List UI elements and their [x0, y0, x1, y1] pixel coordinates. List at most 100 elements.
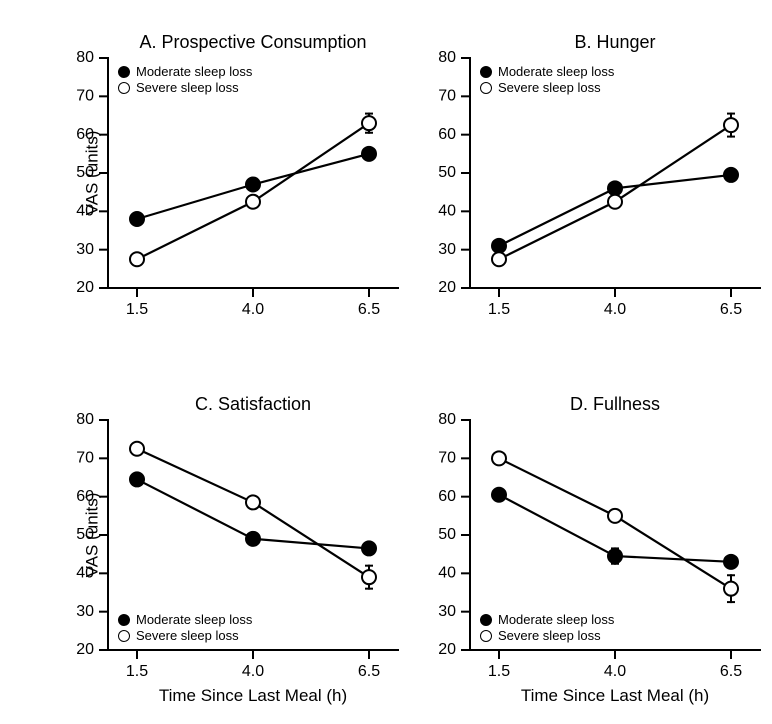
svg-text:80: 80	[438, 411, 456, 428]
svg-text:6.5: 6.5	[358, 301, 380, 318]
svg-text:6.5: 6.5	[720, 663, 742, 680]
legend-marker-icon	[118, 630, 130, 642]
svg-text:60: 60	[438, 126, 456, 143]
legend-marker-icon	[480, 614, 492, 626]
series-marker-severe	[724, 582, 738, 596]
svg-text:20: 20	[438, 641, 456, 658]
svg-text:6.5: 6.5	[358, 663, 380, 680]
svg-text:4.0: 4.0	[604, 301, 626, 318]
legend-item: Moderate sleep loss	[480, 612, 614, 628]
legend-item: Moderate sleep loss	[118, 64, 252, 80]
legend-label: Severe sleep loss	[136, 80, 239, 96]
svg-text:1.5: 1.5	[126, 663, 148, 680]
svg-text:4.0: 4.0	[242, 663, 264, 680]
legend-label: Severe sleep loss	[498, 628, 601, 644]
panel-c: C. SatisfactionVAS (units)Time Since Las…	[108, 420, 398, 650]
svg-text:80: 80	[438, 49, 456, 66]
figure-root: A. Prospective ConsumptionVAS (units)203…	[0, 0, 772, 724]
svg-text:70: 70	[76, 88, 94, 105]
svg-text:50: 50	[438, 164, 456, 181]
svg-text:70: 70	[438, 450, 456, 467]
panel-plot: 20 30 40 50 60 70 80 1.5 4.0 6.5	[420, 370, 772, 700]
series-marker-moderate	[246, 532, 260, 546]
legend: Moderate sleep lossSevere sleep loss	[118, 612, 252, 644]
svg-text:20: 20	[76, 641, 94, 658]
series-marker-severe	[492, 451, 506, 465]
series-marker-moderate	[492, 239, 506, 253]
svg-text:40: 40	[438, 203, 456, 220]
legend-label: Severe sleep loss	[136, 628, 239, 644]
svg-text:40: 40	[76, 203, 94, 220]
series-marker-moderate	[130, 212, 144, 226]
legend: Moderate sleep lossSevere sleep loss	[480, 612, 614, 644]
svg-text:30: 30	[76, 241, 94, 258]
series-marker-severe	[246, 495, 260, 509]
legend-marker-icon	[118, 614, 130, 626]
legend: Moderate sleep lossSevere sleep loss	[480, 64, 614, 96]
panel-plot: 20 30 40 50 60 70 80 1.5 4.0 6.5	[420, 8, 772, 338]
series-marker-moderate	[246, 178, 260, 192]
svg-text:4.0: 4.0	[242, 301, 264, 318]
svg-text:30: 30	[438, 241, 456, 258]
legend-item: Severe sleep loss	[480, 628, 614, 644]
svg-text:70: 70	[76, 450, 94, 467]
series-marker-severe	[492, 252, 506, 266]
legend-marker-icon	[118, 82, 130, 94]
series-marker-moderate	[608, 181, 622, 195]
legend-label: Moderate sleep loss	[498, 612, 614, 628]
series-marker-severe	[362, 570, 376, 584]
svg-text:6.5: 6.5	[720, 301, 742, 318]
svg-text:60: 60	[438, 488, 456, 505]
legend-item: Moderate sleep loss	[480, 64, 614, 80]
legend-item: Severe sleep loss	[118, 628, 252, 644]
svg-text:1.5: 1.5	[488, 301, 510, 318]
svg-text:50: 50	[438, 526, 456, 543]
series-marker-severe	[608, 509, 622, 523]
panel-a: A. Prospective ConsumptionVAS (units)203…	[108, 58, 398, 288]
series-marker-moderate	[724, 168, 738, 182]
svg-text:80: 80	[76, 49, 94, 66]
svg-text:20: 20	[76, 279, 94, 296]
series-marker-moderate	[362, 541, 376, 555]
svg-text:50: 50	[76, 164, 94, 181]
svg-text:1.5: 1.5	[126, 301, 148, 318]
series-marker-moderate	[608, 549, 622, 563]
panel-b: B. Hunger203040506070801.54.06.5Moderate…	[470, 58, 760, 288]
series-marker-severe	[246, 195, 260, 209]
legend-label: Severe sleep loss	[498, 80, 601, 96]
series-marker-severe	[130, 252, 144, 266]
legend-label: Moderate sleep loss	[136, 612, 252, 628]
legend-item: Severe sleep loss	[118, 80, 252, 96]
legend-item: Moderate sleep loss	[118, 612, 252, 628]
svg-text:80: 80	[76, 411, 94, 428]
series-marker-moderate	[362, 147, 376, 161]
svg-text:60: 60	[76, 126, 94, 143]
legend-marker-icon	[480, 66, 492, 78]
svg-text:50: 50	[76, 526, 94, 543]
svg-text:20: 20	[438, 279, 456, 296]
legend-marker-icon	[118, 66, 130, 78]
legend-marker-icon	[480, 82, 492, 94]
svg-text:40: 40	[76, 565, 94, 582]
legend: Moderate sleep lossSevere sleep loss	[118, 64, 252, 96]
series-marker-severe	[130, 442, 144, 456]
svg-text:30: 30	[76, 603, 94, 620]
svg-text:30: 30	[438, 603, 456, 620]
series-marker-severe	[362, 116, 376, 130]
svg-text:1.5: 1.5	[488, 663, 510, 680]
series-marker-moderate	[130, 472, 144, 486]
svg-text:40: 40	[438, 565, 456, 582]
legend-marker-icon	[480, 630, 492, 642]
svg-text:70: 70	[438, 88, 456, 105]
legend-item: Severe sleep loss	[480, 80, 614, 96]
series-marker-moderate	[492, 488, 506, 502]
series-marker-severe	[608, 195, 622, 209]
legend-label: Moderate sleep loss	[498, 64, 614, 80]
svg-text:60: 60	[76, 488, 94, 505]
series-line-severe	[137, 449, 369, 577]
svg-text:4.0: 4.0	[604, 663, 626, 680]
series-marker-severe	[724, 118, 738, 132]
legend-label: Moderate sleep loss	[136, 64, 252, 80]
panel-plot: 20 30 40 50 60 70 80 1.5 4.0 6.5	[58, 8, 448, 338]
panel-plot: 20 30 40 50 60 70 80 1.5 4.0 6.5	[58, 370, 448, 700]
